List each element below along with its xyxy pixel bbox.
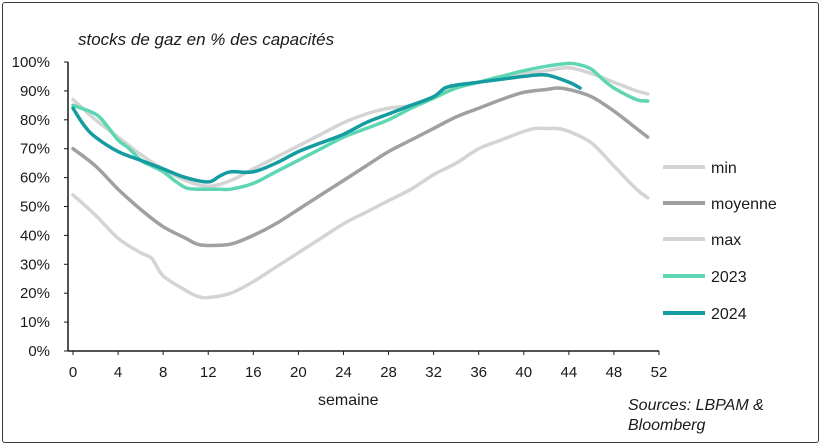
legend-label-moyenne: moyenne: [711, 196, 777, 213]
x-tick-label: 8: [159, 364, 167, 381]
y-tick-label: 60%: [20, 170, 50, 187]
y-tick-label: 90%: [20, 83, 50, 100]
x-tick-label: 36: [470, 364, 487, 381]
source-note: Sources: LBPAM & Bloomberg: [628, 397, 764, 434]
y-tick-label: 100%: [12, 54, 50, 71]
x-tick-label: 44: [561, 364, 578, 381]
x-tick-label: 4: [114, 364, 122, 381]
legend-label-min: min: [711, 160, 737, 177]
y-tick-label: 20%: [20, 285, 50, 302]
y-tick-label: 10%: [20, 314, 50, 331]
series-line-moyenne: [71, 86, 650, 248]
y-tick-label: 50%: [20, 199, 50, 216]
y-tick-label: 70%: [20, 141, 50, 158]
x-axis-label: semaine: [318, 392, 379, 409]
y-tick-label: 40%: [20, 227, 50, 244]
y-tick-label: 80%: [20, 112, 50, 129]
x-tick-label: 52: [651, 364, 668, 381]
legend-label-max: max: [711, 232, 741, 249]
x-tick-label: 16: [245, 364, 262, 381]
series-line-min: [71, 126, 650, 300]
x-tick-label: 40: [515, 364, 532, 381]
chart-title: stocks de gaz en % des capacités: [78, 30, 335, 49]
legend-label-2023: 2023: [711, 269, 747, 286]
series-line-2024: [71, 72, 582, 184]
y-tick-label: 30%: [20, 256, 50, 273]
y-tick-label: 0%: [28, 343, 50, 360]
x-tick-label: 32: [425, 364, 442, 381]
axes: 0%10%20%30%40%50%60%70%80%90%100%0 4 8 12 16…: [12, 54, 668, 381]
x-tick-label: 28: [380, 364, 397, 381]
x-tick-label: 0: [69, 364, 77, 381]
x-tick-label: 12: [200, 364, 217, 381]
legend-label-2024: 2024: [711, 306, 747, 323]
legend: min moyenne max 2023 2024: [663, 160, 777, 323]
x-tick-label: 48: [606, 364, 623, 381]
x-tick-label: 24: [335, 364, 352, 381]
chart-frame: [2, 2, 819, 443]
series-layer: [71, 61, 650, 300]
x-tick-label: 20: [290, 364, 307, 381]
